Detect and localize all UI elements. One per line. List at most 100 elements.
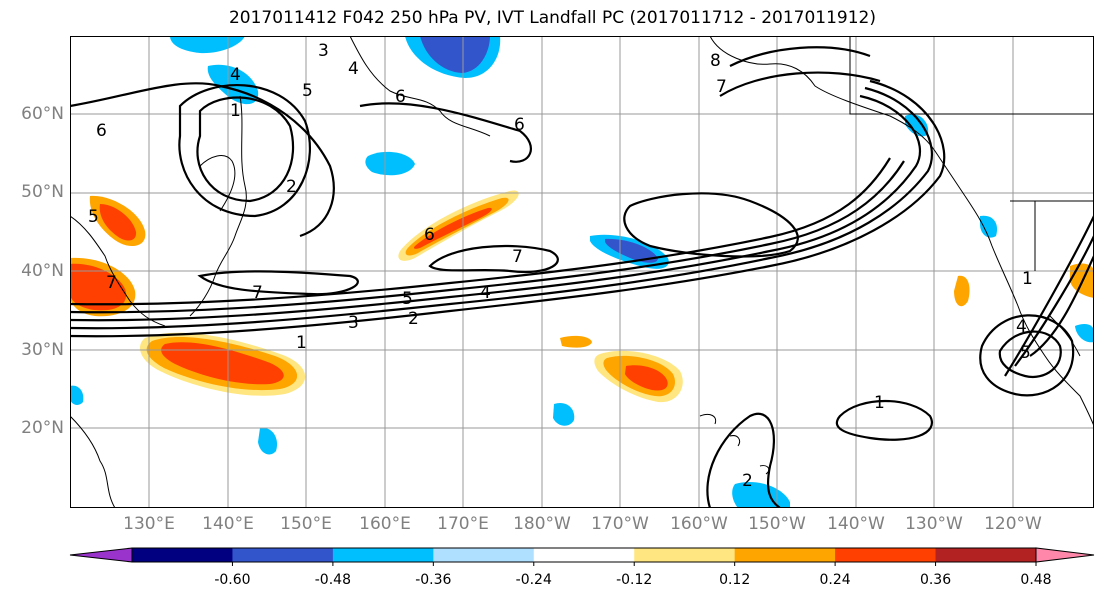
contour-5-landfall [998,330,1062,379]
contour-label: 7 [716,77,727,97]
colorbar-segment [332,548,434,562]
colorbar-segment [634,548,736,562]
contour-1 [70,79,946,338]
colorbar-outline [131,547,1037,563]
coast-hawaii [699,413,770,475]
contour-8 [729,46,871,67]
map-canvas: 3 4 4 5 1 2 6 6 6 5 6 7 7 7 5 4 3 2 1 8 … [70,36,1094,508]
ivt-contours [70,46,1094,508]
colorbar-ticks [231,562,1037,566]
contour-label: 5 [88,207,99,227]
contour-label: 1 [230,101,241,121]
lon-label-140e: 140°E [202,514,254,534]
map-panel: 3 4 4 5 1 2 6 6 6 5 6 7 7 7 5 4 3 2 1 8 … [70,36,1094,508]
contour-label: 2 [742,471,753,491]
colorbar-segments [132,548,1037,562]
contour-5 [70,157,891,306]
contour-label: 6 [395,87,406,107]
contour-label: 4 [480,283,491,303]
contour-label: 7 [252,283,263,303]
colorbar-segment [232,548,334,562]
contour-4 [70,160,905,314]
contour-6-mid [359,102,532,163]
colorbar-segment [433,548,535,562]
pv-anomaly-fills [70,36,1094,508]
lat-label-30n: 30°N [21,340,64,360]
lon-label-170e: 170°E [437,514,489,534]
contour-label: 5 [1020,343,1031,363]
lon-label-160e: 160°E [359,514,411,534]
contour-label: 1 [874,393,885,413]
colorbar-min-extension [69,547,133,563]
contour-label: 4 [1016,317,1027,337]
positive-anomaly-160w [560,335,683,403]
contour-label: 7 [512,247,523,267]
figure-title: 2017011412 F042 250 hPa PV, IVT Landfall… [228,8,876,28]
contour-2-south [706,412,781,508]
lon-label-120w: 120°W [984,514,1042,534]
contour-2 [70,86,933,330]
contour-label: 6 [96,121,107,141]
map-frame [70,36,1094,508]
contour-closed-160w [623,192,799,258]
contour-label: 6 [514,115,525,135]
coast-alaska [709,36,966,197]
lon-label-150w: 150°W [748,514,806,534]
state-borders [849,36,1094,271]
lon-label-140w: 140°W [827,514,885,534]
lon-label-130w: 130°W [905,514,963,534]
colorbar-segment [734,548,836,562]
lat-label-50n: 50°N [21,182,64,202]
colorbar-tick-label: 0.48 [1020,572,1052,588]
colorbar-tick-label: 0.12 [719,572,751,588]
contour-label: 2 [286,177,297,197]
contour-label: 8 [710,51,721,71]
positive-anomaly-170e [398,190,519,261]
contour-label: 2 [408,309,419,329]
coast-kamchatka-north [349,36,491,137]
colorbar-tick-label: -0.36 [415,572,452,588]
colorbar-tick-label: -0.48 [314,572,351,588]
lon-label-150e: 150°E [280,514,332,534]
contour-label: 3 [318,41,329,61]
contour-6-west [70,82,335,238]
colorbar-max-extension [1035,547,1095,563]
coast-asia-mainland [70,215,166,327]
colorbar-segment [835,548,937,562]
contour-labels: 3 4 4 5 1 2 6 6 6 5 6 7 7 7 5 4 3 2 1 8 … [88,41,1033,491]
contour-label: 5 [302,81,313,101]
contour-label: 4 [348,59,359,79]
contour-1-low [196,96,295,203]
contour-1-hawaii [835,400,933,441]
colorbar-segment [533,548,635,562]
coast-baja [1049,315,1081,357]
contour-label: 1 [1022,269,1033,289]
contour-label: 7 [106,273,117,293]
colorbar-tick-label: 0.24 [819,572,851,588]
contour-label: 6 [424,225,435,245]
colorbar-tick-label: -0.24 [515,572,552,588]
contour-7-east [719,71,881,97]
negative-anomaly-patches [70,36,1094,508]
coast-sakhalin-japan [189,95,247,317]
colorbar-tick-label: -0.60 [214,572,251,588]
contour-landfall [1004,215,1094,377]
lon-label-170w: 170°W [591,514,649,534]
contour-label: 5 [402,289,413,309]
contour-7-mid [428,244,559,274]
colorbar-segment [935,548,1037,562]
lat-label-20n: 20°N [21,418,64,438]
lat-label-60n: 60°N [21,104,64,124]
contour-3 [70,94,922,322]
colorbar-tick-label: -0.12 [616,572,653,588]
contour-label: 3 [348,313,359,333]
lon-label-160w: 160°W [670,514,728,534]
colorbar-tick-label: 0.36 [919,572,952,588]
contour-label: 1 [296,333,307,353]
contour-7-west [197,270,359,296]
contour-label: 4 [230,65,241,85]
coast-north-america-west [964,195,1094,427]
lon-label-130e: 130°E [123,514,175,534]
positive-anomaly-west-edge [70,195,146,317]
contour-4-landfall [979,314,1075,397]
